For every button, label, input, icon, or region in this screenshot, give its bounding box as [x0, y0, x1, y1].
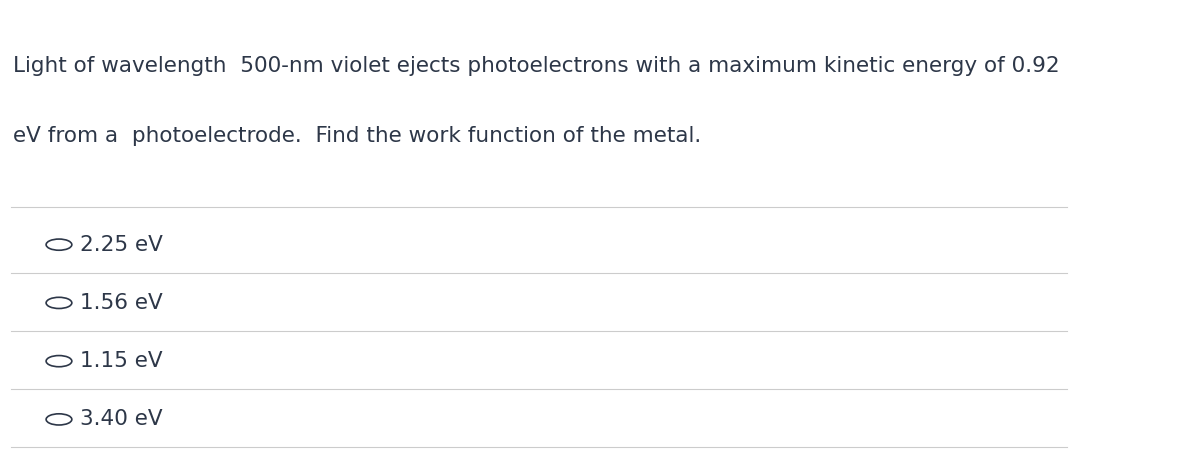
Text: eV from a  photoelectrode.  Find the work function of the metal.: eV from a photoelectrode. Find the work …	[13, 126, 701, 146]
Text: 1.56 eV: 1.56 eV	[80, 293, 163, 313]
Text: 1.15 eV: 1.15 eV	[80, 351, 163, 371]
Text: Light of wavelength  500-nm violet ejects photoelectrons with a maximum kinetic : Light of wavelength 500-nm violet ejects…	[13, 56, 1060, 76]
Text: 3.40 eV: 3.40 eV	[80, 410, 163, 429]
Text: 2.25 eV: 2.25 eV	[80, 235, 163, 254]
